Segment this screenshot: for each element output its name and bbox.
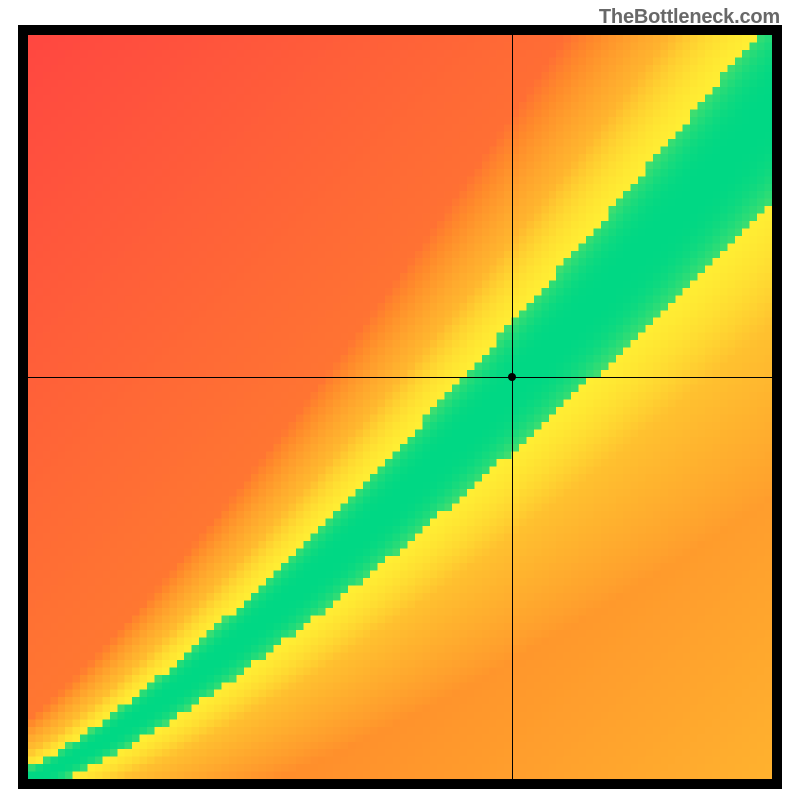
watermark-text: TheBottleneck.com <box>599 6 780 29</box>
crosshair-point <box>508 373 516 381</box>
crosshair-vertical <box>512 35 513 779</box>
bottleneck-heatmap <box>28 35 772 779</box>
crosshair-horizontal <box>28 377 772 378</box>
plot-frame <box>18 25 782 789</box>
plot-area <box>28 35 772 779</box>
